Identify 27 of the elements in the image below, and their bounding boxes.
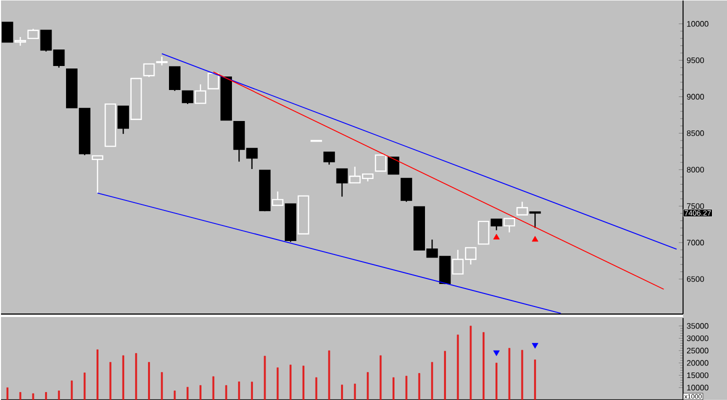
candlestick [27,28,39,39]
candlestick [272,190,284,206]
candlestick [143,63,155,78]
candlestick [168,66,180,92]
candlestick [516,200,528,216]
candlestick [182,90,194,104]
candlestick [504,218,516,233]
candlestick [388,156,400,174]
candlestick [14,36,26,46]
candlestick [490,218,502,231]
candlestick [374,154,386,172]
candlestick [208,72,220,90]
candlestick [336,168,348,198]
candlestick [130,78,142,120]
candlestick [104,103,116,147]
candlestick [478,220,490,244]
candlestick [2,22,14,42]
candlestick [284,203,296,242]
candlestick [118,105,129,134]
candlestick [194,84,206,104]
candlestick [323,151,335,165]
candlestick [92,155,104,194]
candlestick [298,195,310,234]
candlestick [156,56,168,66]
candlestick [400,178,412,202]
candlestick [220,76,232,120]
candlestick [259,170,271,212]
